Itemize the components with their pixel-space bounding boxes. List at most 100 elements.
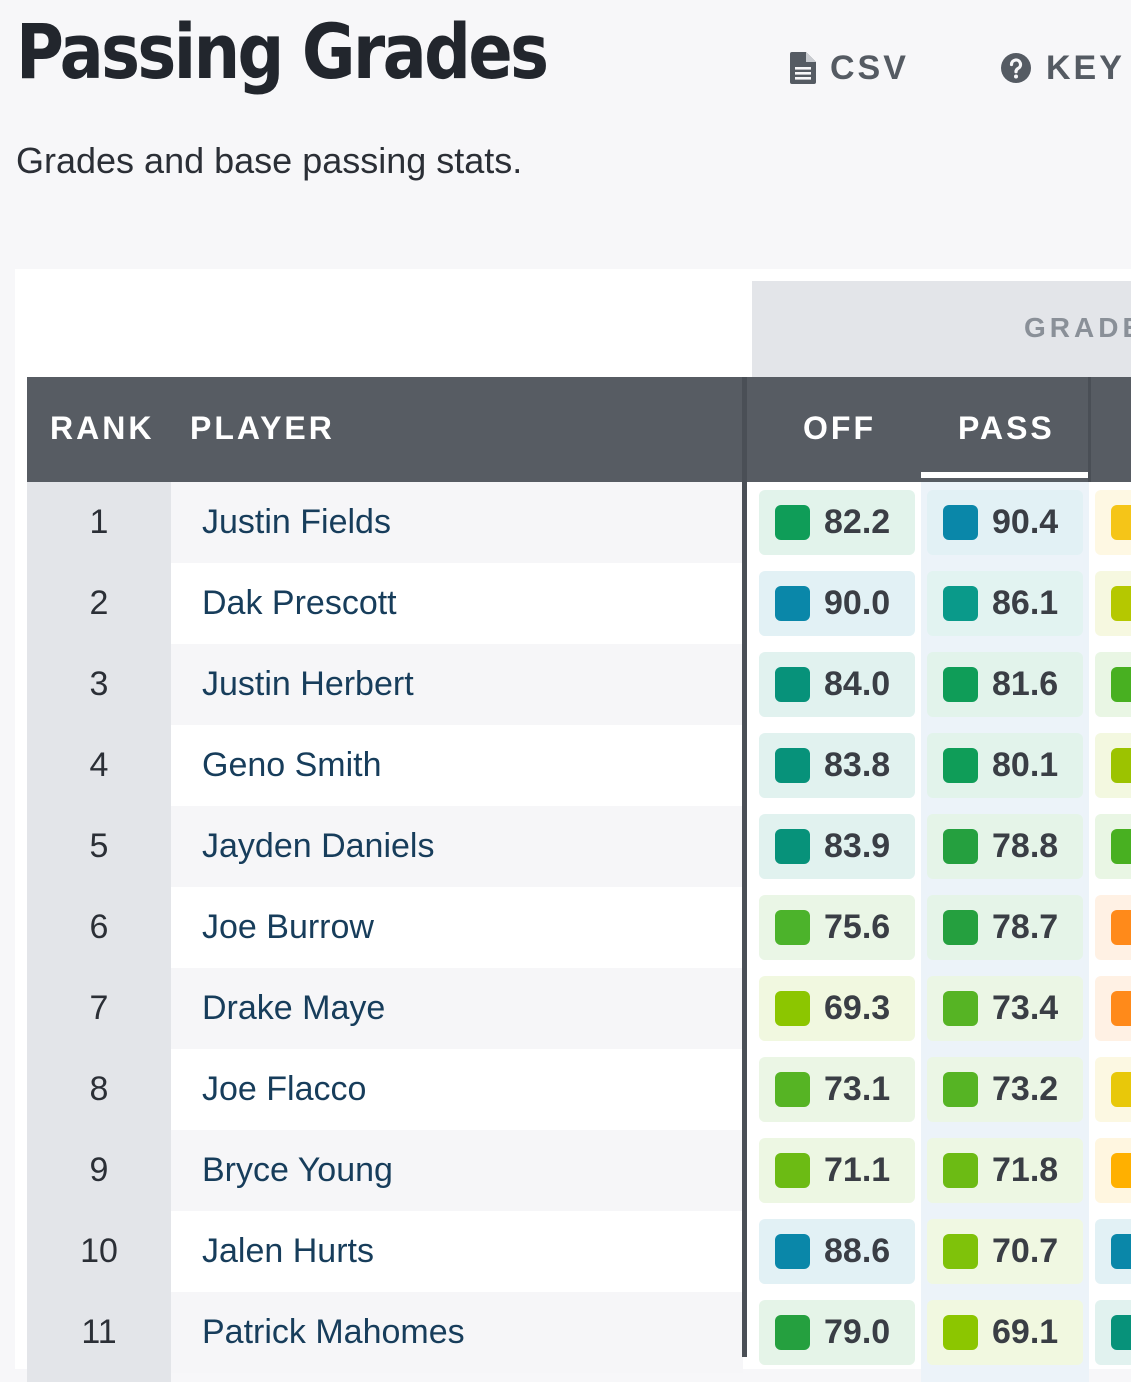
pass-grade-value: 78.8 <box>992 827 1059 865</box>
off-grade-value: 82.2 <box>824 503 891 541</box>
rank-cell: 3 <box>89 665 109 703</box>
page-title: Passing Grades <box>16 7 549 96</box>
off-grade-value: 88.6 <box>824 1232 891 1270</box>
next-grade-cell <box>1095 733 1131 798</box>
rank-cell: 6 <box>89 908 109 946</box>
key-button[interactable]: KEY <box>1000 46 1125 90</box>
grade-color-indicator <box>775 1315 810 1350</box>
off-grade-value: 83.9 <box>824 827 891 865</box>
grade-color-indicator <box>775 991 810 1026</box>
table-row[interactable] <box>171 806 743 887</box>
player-name-link[interactable]: Jalen Hurts <box>202 1232 374 1270</box>
rank-cell: 7 <box>89 989 109 1027</box>
column-header-pass[interactable]: PASS <box>958 410 1055 446</box>
pass-grade-cell: 73.4 <box>927 976 1083 1041</box>
table-row[interactable] <box>171 1211 743 1292</box>
rank-cell: 5 <box>89 827 109 865</box>
next-grade-cell <box>1095 1057 1131 1122</box>
off-grade-value: 90.0 <box>824 584 891 622</box>
grade-color-indicator <box>775 1234 810 1269</box>
grade-color-indicator <box>775 1072 810 1107</box>
grade-color-indicator <box>943 505 978 540</box>
grade-group-label: GRADE <box>1024 312 1131 343</box>
table-row[interactable] <box>171 887 743 968</box>
csv-label: CSV <box>830 48 909 87</box>
grade-color-indicator <box>1111 586 1131 621</box>
grade-color-indicator <box>775 748 810 783</box>
table-row[interactable] <box>171 563 743 644</box>
table-row[interactable] <box>171 725 743 806</box>
rank-cell: 2 <box>89 584 109 622</box>
grade-color-indicator <box>1111 1072 1131 1107</box>
csv-export-button[interactable]: CSV <box>790 46 909 90</box>
pass-grade-value: 80.1 <box>992 746 1059 784</box>
rank-cell: 8 <box>89 1070 109 1108</box>
off-grade-value: 69.3 <box>824 989 891 1027</box>
rank-cell: 11 <box>81 1313 117 1351</box>
question-circle-icon <box>1000 52 1032 84</box>
table-row[interactable] <box>171 1049 743 1130</box>
grade-color-indicator <box>1111 505 1131 540</box>
pass-grade-cell: 70.7 <box>927 1219 1083 1284</box>
player-name-link[interactable]: Geno Smith <box>202 746 382 784</box>
off-grade-cell: 83.9 <box>759 814 915 879</box>
player-name-link[interactable]: Justin Herbert <box>202 665 414 703</box>
player-name-link[interactable]: Joe Flacco <box>202 1070 367 1108</box>
grade-color-indicator <box>775 505 810 540</box>
key-label: KEY <box>1046 48 1125 87</box>
frozen-column-divider <box>742 377 747 1357</box>
next-grade-cell <box>1095 976 1131 1041</box>
off-grade-cell: 82.2 <box>759 490 915 555</box>
pass-grade-value: 73.2 <box>992 1070 1059 1108</box>
next-grade-cell <box>1095 490 1131 555</box>
grade-color-indicator <box>943 667 978 702</box>
grade-color-indicator <box>1111 1315 1131 1350</box>
table-row[interactable] <box>171 482 743 563</box>
rank-cell: 10 <box>80 1232 118 1270</box>
grade-group-header <box>752 281 1131 377</box>
next-grade-cell <box>1095 814 1131 879</box>
grade-color-indicator <box>943 1072 978 1107</box>
off-grade-cell: 83.8 <box>759 733 915 798</box>
grade-color-indicator <box>1111 1153 1131 1188</box>
pass-grade-value: 69.1 <box>992 1313 1059 1351</box>
table-row[interactable] <box>171 1130 743 1211</box>
grade-color-indicator <box>943 586 978 621</box>
grade-color-indicator <box>1111 910 1131 945</box>
pass-grade-value: 73.4 <box>992 989 1059 1027</box>
grade-color-indicator <box>1111 1234 1131 1269</box>
next-grade-cell <box>1095 1300 1131 1365</box>
column-header-off[interactable]: OFF <box>803 410 876 446</box>
column-header-player[interactable]: PLAYER <box>190 410 335 446</box>
player-name-link[interactable]: Justin Fields <box>202 503 391 541</box>
grade-color-indicator <box>943 991 978 1026</box>
grade-color-indicator <box>943 1315 978 1350</box>
grade-color-indicator <box>943 1234 978 1269</box>
grade-color-indicator <box>1111 667 1131 702</box>
pass-grade-cell: 81.6 <box>927 652 1083 717</box>
grade-color-indicator <box>775 667 810 702</box>
player-name-link[interactable]: Drake Maye <box>202 989 386 1027</box>
page-subtitle: Grades and base passing stats. <box>16 140 523 181</box>
player-name-link[interactable]: Bryce Young <box>202 1151 393 1189</box>
column-header-rank[interactable]: RANK <box>50 410 155 446</box>
grade-color-indicator <box>1111 991 1131 1026</box>
pass-grade-value: 71.8 <box>992 1151 1059 1189</box>
grade-color-indicator <box>943 910 978 945</box>
player-name-link[interactable]: Patrick Mahomes <box>202 1313 465 1351</box>
off-grade-value: 73.1 <box>824 1070 891 1108</box>
table-row[interactable] <box>171 644 743 725</box>
table-row[interactable] <box>171 968 743 1049</box>
player-name-link[interactable]: Jayden Daniels <box>202 827 435 865</box>
pass-grade-cell: 73.2 <box>927 1057 1083 1122</box>
off-grade-cell: 84.0 <box>759 652 915 717</box>
rank-cell: 4 <box>89 746 109 784</box>
off-grade-value: 79.0 <box>824 1313 891 1351</box>
player-name-link[interactable]: Joe Burrow <box>202 908 374 946</box>
player-name-link[interactable]: Dak Prescott <box>202 584 397 622</box>
off-grade-cell: 69.3 <box>759 976 915 1041</box>
grade-color-indicator <box>1111 829 1131 864</box>
pass-grade-cell: 78.8 <box>927 814 1083 879</box>
next-grade-cell <box>1095 652 1131 717</box>
rank-cell: 9 <box>89 1151 109 1189</box>
